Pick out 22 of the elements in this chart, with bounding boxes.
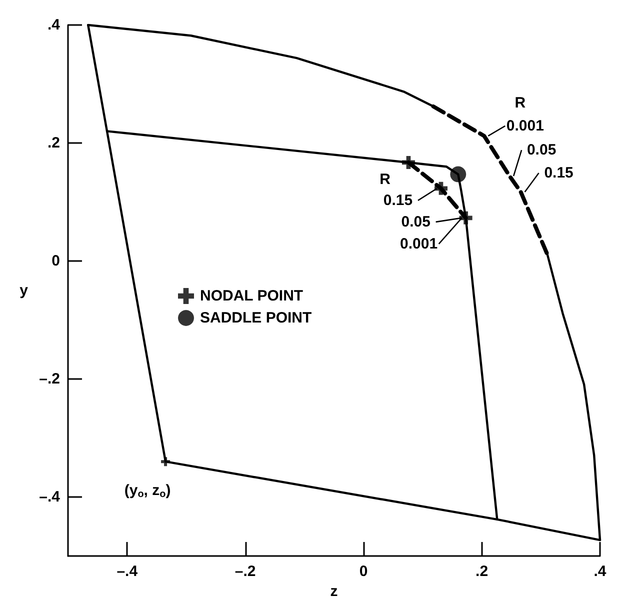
- x-tick-label: –.4: [116, 563, 138, 580]
- annotation: R: [380, 170, 391, 188]
- x-tick-label: .2: [476, 563, 488, 580]
- annotation: R: [514, 94, 526, 112]
- annotation: 0.15: [544, 164, 574, 182]
- x-tick-label: –.2: [234, 563, 256, 580]
- legend-label: NODAL POINT: [200, 288, 304, 304]
- y-tick-label: –.4: [39, 488, 61, 506]
- x-axis-title: z: [330, 583, 338, 600]
- annotation: 0.15: [383, 192, 413, 209]
- annotation: 0.001: [400, 235, 438, 252]
- y-tick-label: –.2: [39, 370, 60, 388]
- y-axis-title: y: [20, 282, 29, 299]
- annotation: 0.001: [506, 117, 544, 134]
- annotation: 0.05: [526, 142, 556, 159]
- y-tick-label: .2: [47, 134, 60, 152]
- x-tick-label: 0: [359, 563, 368, 580]
- legend-label: SADDLE POINT: [200, 310, 312, 326]
- annotation: 0.05: [401, 213, 430, 230]
- x-tick-label: .4: [594, 563, 607, 580]
- y-tick-label: 0: [52, 252, 60, 270]
- y-tick-label: .4: [47, 16, 61, 34]
